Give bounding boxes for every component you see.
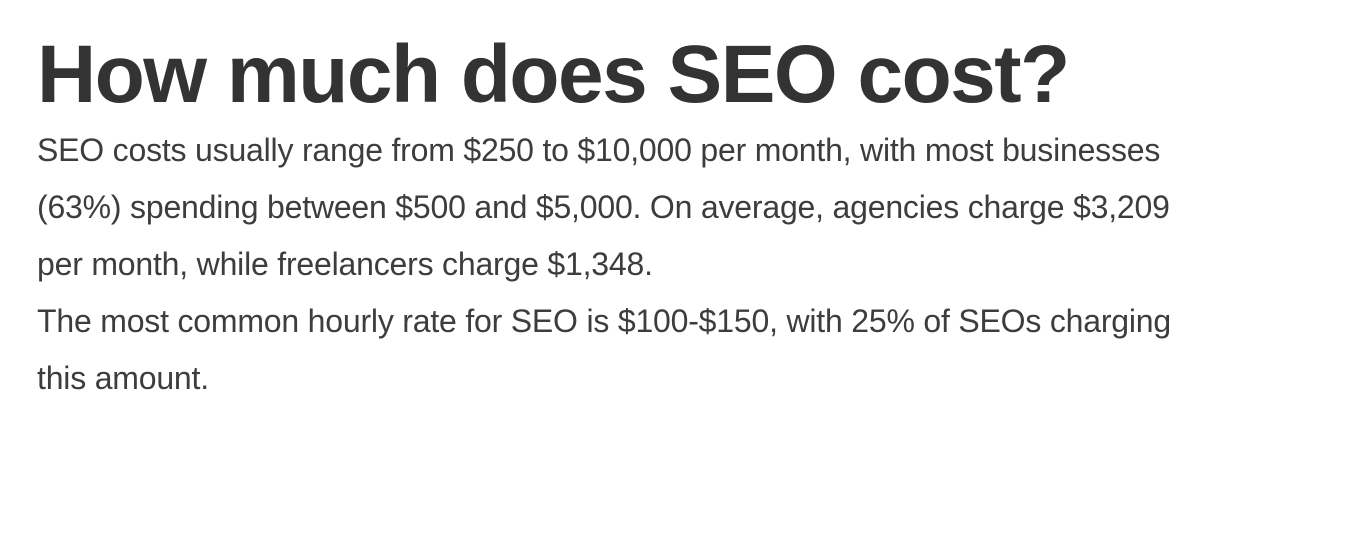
paragraph-line: (63%) spending between $500 and $5,000. … — [37, 189, 1170, 226]
paragraph-line: per month, while freelancers charge $1,3… — [37, 246, 653, 283]
paragraph-line: SEO costs usually range from $250 to $10… — [37, 132, 1161, 169]
paragraph-hourly-rate: The most common hourly rate for SEO is $… — [37, 293, 1340, 407]
page-title: How much does SEO cost? — [37, 29, 1070, 120]
paragraph-line: this amount. — [37, 360, 209, 397]
paragraph-line: The most common hourly rate for SEO is $… — [37, 303, 1171, 340]
paragraph-seo-cost-range: SEO costs usually range from $250 to $10… — [37, 122, 1340, 293]
